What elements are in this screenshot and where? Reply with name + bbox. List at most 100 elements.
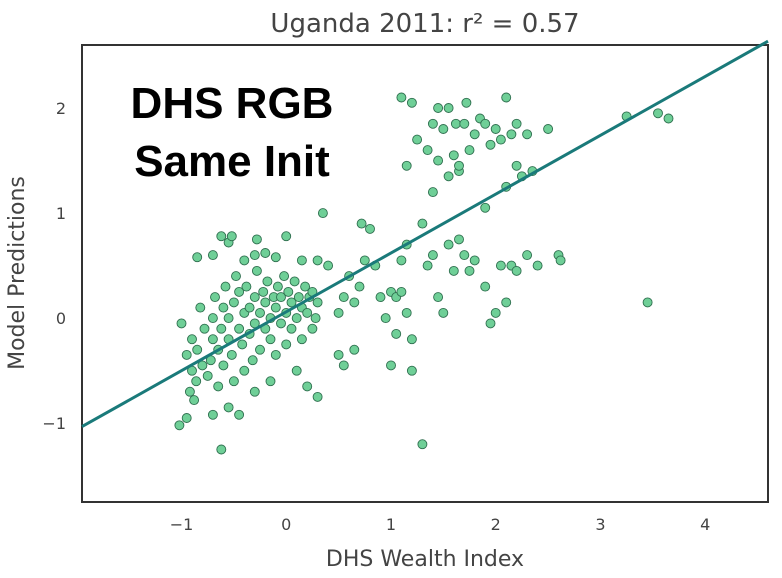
data-point xyxy=(241,281,252,292)
data-point xyxy=(291,365,302,376)
data-point xyxy=(406,334,417,345)
data-point xyxy=(448,265,459,276)
y-tick-label: 0 xyxy=(56,309,66,328)
annotation-line-2: Same Init xyxy=(134,137,330,186)
data-point xyxy=(495,260,506,271)
data-point xyxy=(401,160,412,171)
data-point xyxy=(396,286,407,297)
data-point xyxy=(249,386,260,397)
data-point xyxy=(302,381,313,392)
data-point xyxy=(427,118,438,129)
annotation-line-1: DHS RGB xyxy=(131,79,334,128)
data-point xyxy=(532,260,543,271)
data-point xyxy=(176,318,187,329)
data-point xyxy=(207,313,218,324)
data-point xyxy=(422,145,433,156)
data-point xyxy=(653,108,663,119)
data-point xyxy=(265,334,276,345)
data-point xyxy=(359,255,370,266)
data-point xyxy=(349,297,360,308)
data-point xyxy=(396,255,407,266)
data-point xyxy=(276,292,286,303)
data-point xyxy=(251,234,262,245)
data-point xyxy=(281,339,292,350)
data-point xyxy=(291,313,302,324)
data-point xyxy=(226,349,237,360)
data-point xyxy=(239,255,250,266)
x-tick-label: 2 xyxy=(491,515,501,534)
points-layer xyxy=(174,92,674,455)
data-point xyxy=(433,155,444,166)
data-point xyxy=(450,118,461,129)
data-point xyxy=(506,129,517,140)
data-point xyxy=(255,307,265,318)
data-point xyxy=(349,344,360,355)
data-point xyxy=(480,118,491,129)
data-point xyxy=(239,365,250,376)
data-point xyxy=(490,124,501,134)
data-point xyxy=(249,250,260,261)
fit-line xyxy=(81,39,769,428)
x-axis-label: DHS Wealth Index xyxy=(326,547,524,572)
plot-area xyxy=(81,44,769,503)
data-point xyxy=(522,250,533,261)
data-point xyxy=(323,260,334,271)
y-tick-label: 2 xyxy=(56,99,66,118)
data-point xyxy=(642,297,653,308)
data-point xyxy=(197,360,208,371)
data-point xyxy=(310,313,321,324)
data-point xyxy=(272,281,283,292)
data-point xyxy=(480,202,491,213)
data-point xyxy=(469,255,480,266)
data-point xyxy=(174,420,185,431)
data-point xyxy=(251,265,262,276)
data-point xyxy=(480,281,491,292)
data-point xyxy=(279,271,290,282)
data-point xyxy=(265,376,276,387)
data-point xyxy=(234,286,245,297)
data-point xyxy=(464,265,475,276)
data-point xyxy=(391,328,402,339)
data-point xyxy=(438,307,449,318)
data-point xyxy=(234,409,245,420)
data-point xyxy=(286,323,297,334)
data-point xyxy=(307,323,318,334)
data-point xyxy=(406,365,417,376)
x-tick-label: 1 xyxy=(386,515,396,534)
data-point xyxy=(511,160,522,171)
data-point xyxy=(249,292,260,303)
data-point xyxy=(412,134,423,145)
data-point xyxy=(218,360,229,371)
data-point xyxy=(207,334,218,345)
data-point xyxy=(401,307,412,318)
y-tick-label: 1 xyxy=(56,204,66,223)
data-point xyxy=(461,97,472,108)
data-point xyxy=(433,103,444,113)
data-point xyxy=(501,92,512,103)
chart-title: Uganda 2011: r² = 0.57 xyxy=(270,9,579,39)
data-point xyxy=(195,302,206,313)
y-tick-label: −1 xyxy=(42,414,66,433)
data-point xyxy=(380,313,391,324)
data-point xyxy=(191,376,202,387)
data-point xyxy=(438,124,449,134)
data-point xyxy=(464,145,475,156)
data-point xyxy=(365,223,375,234)
data-point xyxy=(354,281,365,292)
data-point xyxy=(469,129,480,140)
data-point xyxy=(312,255,323,266)
data-point xyxy=(218,302,229,313)
data-point xyxy=(386,360,396,371)
data-point xyxy=(258,286,269,297)
data-point xyxy=(223,313,234,324)
data-point xyxy=(199,323,210,334)
data-point xyxy=(522,129,533,140)
data-point xyxy=(338,360,349,371)
data-point xyxy=(406,97,417,108)
data-point xyxy=(226,231,237,242)
data-point xyxy=(220,281,231,292)
data-point xyxy=(511,265,522,276)
data-point xyxy=(454,234,464,245)
data-point xyxy=(192,344,203,355)
